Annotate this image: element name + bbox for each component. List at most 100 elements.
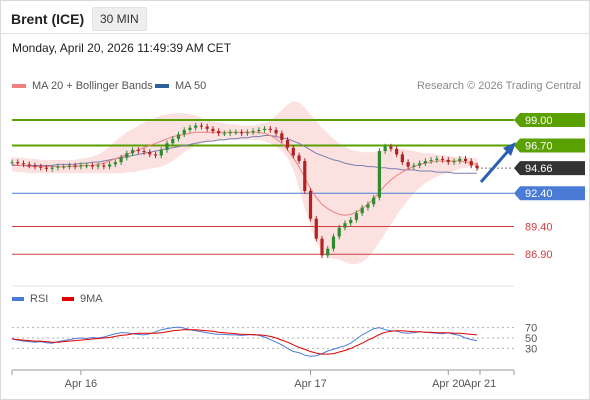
forecast-arrow-shaft	[479, 149, 511, 183]
candle-body	[96, 165, 100, 167]
timeframe-button[interactable]: 30 MIN	[92, 7, 147, 31]
candle-body	[337, 227, 341, 237]
level-tag-92.40	[514, 186, 585, 201]
ma20-line	[11, 131, 478, 216]
legend-ma50: MA 50	[155, 80, 206, 92]
candle-body	[199, 125, 204, 127]
legend-9ma: 9MA	[62, 293, 103, 305]
candle-body	[349, 219, 353, 224]
candle-body	[79, 165, 83, 167]
candle-body	[67, 165, 72, 167]
candle-body	[389, 146, 393, 149]
instrument-title: Brent (ICE)	[11, 11, 85, 27]
candle-body	[211, 128, 215, 132]
candle-body	[176, 134, 181, 139]
candle-body	[372, 197, 376, 205]
candle-body	[331, 236, 336, 249]
candle-body	[475, 165, 479, 169]
level-tag-99.00	[514, 112, 585, 127]
ma50-line	[12, 135, 477, 174]
x-tick-label: Apr 17	[294, 378, 326, 390]
candle-body	[406, 162, 410, 167]
candle-body	[240, 132, 244, 134]
candle-body	[469, 161, 473, 166]
candle-body	[326, 248, 330, 256]
candle-body	[452, 161, 456, 163]
level-tag-96.70	[514, 138, 585, 153]
candle-body	[21, 163, 26, 165]
candle-body	[228, 132, 232, 134]
level-label-94.66: 94.66	[525, 163, 553, 175]
candle-body	[366, 204, 370, 208]
candle-body	[153, 154, 158, 156]
candle-body	[33, 165, 37, 167]
candle-body	[102, 165, 106, 167]
candle-body	[354, 213, 359, 220]
candle-body	[50, 167, 54, 169]
timestamp: Monday, April 20, 2026 11:49:39 AM CET	[12, 41, 232, 55]
candle-body	[435, 158, 439, 160]
copyright: Research © 2026 Trading Central	[416, 80, 581, 92]
candle-body	[280, 133, 284, 140]
candle-body	[245, 132, 249, 134]
legend-swatch-rsi	[12, 297, 24, 302]
candle-body	[251, 131, 255, 133]
candle-body	[107, 164, 112, 167]
rsi-line	[11, 326, 478, 357]
level-label-96.70: 96.70	[525, 140, 553, 152]
legend-label-ma20: MA 20 + Bollinger Bands	[32, 80, 153, 92]
legend-swatch-9ma	[62, 297, 74, 302]
candle-body	[417, 163, 422, 166]
candle-body	[165, 143, 169, 150]
candle-body	[44, 167, 49, 169]
candle-body	[62, 166, 66, 168]
candle-body	[194, 125, 198, 128]
level-label-92.40: 92.40	[525, 188, 553, 200]
candle-body	[217, 131, 221, 134]
rsi-tick-30: 30	[525, 343, 537, 355]
rsi-9ma-line	[11, 329, 478, 355]
legend-label-9ma: 9MA	[80, 293, 103, 305]
candle-body	[314, 218, 318, 239]
level-tag-94.66	[514, 161, 585, 176]
candle-body	[125, 153, 129, 158]
candle-body	[308, 190, 313, 219]
legend-label-ma50: MA 50	[175, 80, 207, 92]
candle-body	[297, 155, 301, 162]
bollinger-band-area	[12, 101, 477, 265]
level-label-99.00: 99.00	[525, 115, 553, 127]
legend-swatch-ma20	[12, 84, 26, 89]
candle-body	[285, 139, 290, 148]
candle-body	[85, 165, 89, 167]
rsi-tick-70: 70	[525, 323, 537, 335]
candle-body	[412, 165, 416, 167]
candle-body	[205, 126, 209, 129]
candle-body	[113, 162, 117, 165]
candle-body	[257, 129, 261, 132]
candle-body	[73, 165, 77, 167]
candle-body	[39, 166, 43, 168]
x-tick-label: Apr 20	[432, 378, 464, 390]
candle-body	[458, 158, 462, 162]
candle-body	[274, 129, 278, 134]
candle-body	[423, 161, 427, 164]
candle-body	[119, 157, 123, 163]
legend-swatch-ma50	[155, 84, 169, 89]
candle-body	[320, 238, 324, 256]
candle-body	[303, 161, 307, 191]
candle-body	[400, 154, 404, 163]
candle-body	[440, 158, 445, 160]
candle-body	[262, 128, 267, 130]
candle-body	[446, 159, 450, 163]
candle-body	[16, 162, 20, 164]
rsi-tick-50: 50	[525, 333, 537, 345]
candle-body	[268, 128, 272, 130]
x-tick-label: Apr 16	[65, 378, 97, 390]
header-divider	[0, 33, 590, 34]
candle-body	[377, 151, 382, 198]
candle-body	[130, 149, 135, 154]
candle-body	[142, 151, 146, 153]
candle-body	[429, 159, 433, 162]
candle-body	[159, 149, 163, 156]
